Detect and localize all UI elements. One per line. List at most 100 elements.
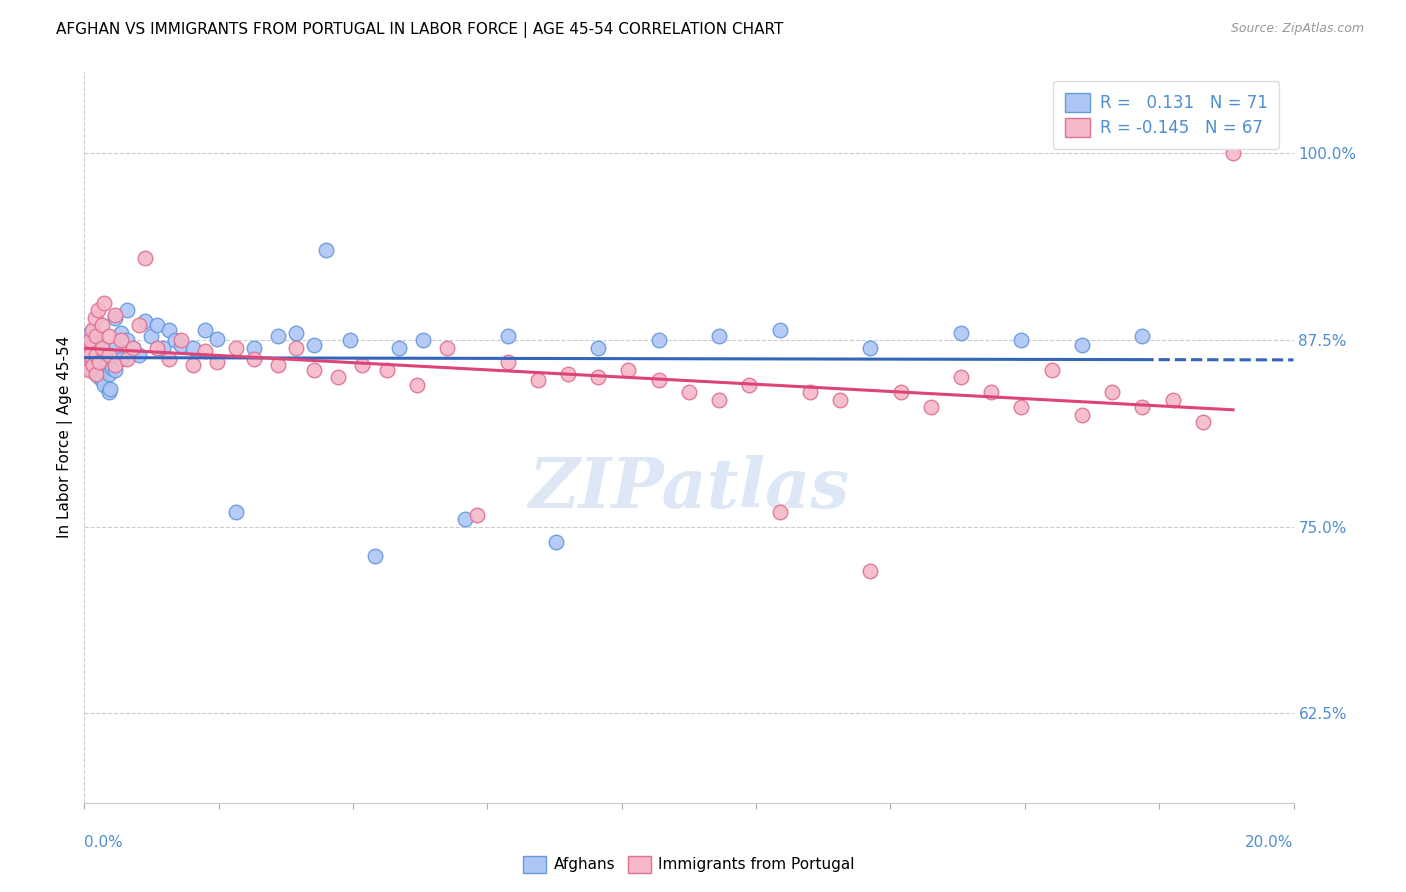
Point [121,341,143,355]
Point [89,355,111,369]
Point [950,370,973,384]
Point [181,341,204,355]
Point [799,385,821,400]
Point [1101,385,1123,400]
Point [134,251,156,265]
Point [557,368,579,382]
Point [115,303,138,318]
Point [769,323,792,337]
Point [363,549,385,564]
Point [406,377,429,392]
Point [104,359,127,373]
Point [1130,401,1153,415]
Point [920,401,942,415]
Point [86,363,108,377]
Point [82,333,104,347]
Point [170,333,193,347]
Point [181,359,204,373]
Point [146,318,169,332]
Point [79,333,101,347]
Point [110,333,132,347]
Point [93,295,115,310]
Point [98,382,121,396]
Point [79,341,101,355]
Point [1071,337,1094,351]
Point [647,333,671,347]
Text: 0.0%: 0.0% [84,836,124,850]
Point [86,332,108,346]
Point [86,343,108,358]
Legend: Afghans, Immigrants from Portugal: Afghans, Immigrants from Portugal [517,849,860,880]
Point [91,373,114,387]
Point [97,368,120,382]
Point [859,341,882,355]
Point [83,359,105,373]
Point [94,359,117,373]
Point [128,318,150,332]
Point [859,565,882,579]
Point [82,323,104,337]
Point [134,313,156,327]
Point [157,352,180,367]
Point [709,328,731,343]
Point [436,341,458,355]
Point [170,337,193,351]
Point [388,341,411,355]
Point [97,328,120,343]
Point [86,368,108,382]
Point [588,341,610,355]
Point [97,385,120,400]
Point [1130,328,1153,343]
Point [84,341,107,355]
Point [207,355,229,369]
Point [152,341,174,355]
Point [86,348,108,362]
Point [647,373,671,387]
Point [830,392,852,407]
Point [104,308,127,322]
Point [104,310,127,325]
Point [104,363,127,377]
Point [115,333,138,347]
Point [80,363,103,377]
Point [104,341,127,355]
Text: AFGHAN VS IMMIGRANTS FROM PORTUGAL IN LABOR FORCE | AGE 45-54 CORRELATION CHART: AFGHAN VS IMMIGRANTS FROM PORTUGAL IN LA… [56,22,783,38]
Text: 20.0%: 20.0% [1246,836,1294,850]
Point [1191,415,1213,429]
Y-axis label: In Labor Force | Age 45-54: In Labor Force | Age 45-54 [58,336,73,538]
Point [91,341,114,355]
Point [284,326,308,340]
Point [86,328,108,343]
Point [139,328,162,343]
Point [194,323,217,337]
Point [76,348,98,362]
Point [76,343,98,358]
Point [980,385,1002,400]
Point [769,505,792,519]
Point [1071,408,1094,422]
Point [328,370,350,384]
Point [454,512,477,526]
Point [412,333,434,347]
Point [77,363,100,377]
Point [91,352,114,367]
Point [163,333,186,347]
Point [315,244,337,258]
Point [375,363,398,377]
Point [115,352,138,367]
Point [950,326,973,340]
Point [339,333,361,347]
Point [617,363,640,377]
Point [267,359,290,373]
Point [86,355,108,369]
Point [526,373,548,387]
Point [89,370,111,384]
Point [709,392,731,407]
Point [588,370,610,384]
Point [86,303,108,318]
Point [121,341,143,355]
Point [890,385,912,400]
Point [242,341,264,355]
Point [91,363,114,377]
Point [1010,401,1032,415]
